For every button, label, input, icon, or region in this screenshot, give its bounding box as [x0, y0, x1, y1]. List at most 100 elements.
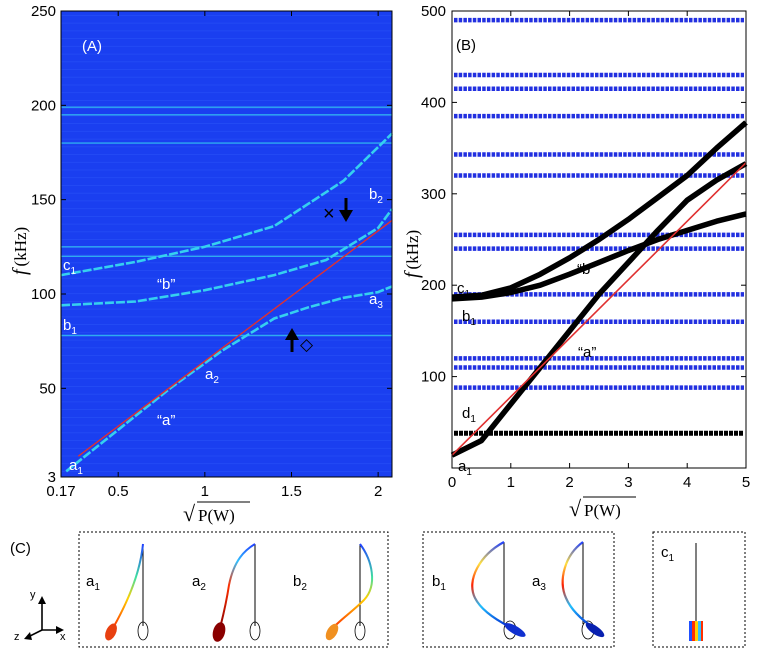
heatmap-noise-stripe — [61, 231, 392, 233]
box1-label-a1: a1 — [86, 573, 100, 593]
panel-a-horizontal-modes — [61, 106, 392, 337]
x-tick-label: 2 — [374, 483, 382, 500]
a-anno-a3: a3 — [369, 291, 383, 311]
heatmap-noise-stripe — [61, 115, 392, 117]
heatmap-noise-stripe — [61, 30, 392, 32]
heatmap-noise-stripe — [61, 277, 392, 279]
y-tick-label: 3 — [48, 469, 56, 486]
heatmap-noise-stripe — [61, 331, 392, 333]
mode-shape-a2 — [212, 543, 261, 642]
y-tick-label: 200 — [31, 97, 56, 114]
axis-z-label: z — [14, 631, 20, 643]
heatmap-noise-stripe — [61, 76, 392, 78]
x-tick-label: 0.17 — [46, 483, 75, 500]
svg-text:√: √ — [183, 501, 196, 526]
mode-box-3 — [652, 531, 746, 648]
panel-b: 100 200 300 400 500 0 1 2 3 4 5 (B) c1 b1 d1 a1 “… — [401, 3, 750, 521]
a-anno-c1: c1 — [63, 257, 77, 277]
panel-c-label: (C) — [10, 540, 31, 557]
heatmap-noise-stripe — [61, 324, 392, 325]
heatmap-noise-stripe — [61, 471, 392, 472]
a-arrow-down — [339, 198, 353, 222]
heatmap-noise-stripe — [61, 22, 392, 24]
heatmap-noise-stripe — [61, 107, 392, 109]
heatmap-noise-stripe — [61, 53, 392, 55]
heatmap-noise-stripe — [61, 424, 392, 426]
mode-shape-c1 — [689, 543, 703, 641]
heatmap-noise-stripe — [61, 254, 392, 256]
axis-y-label: y — [30, 589, 36, 601]
y-tick-label: 100 — [421, 369, 446, 386]
x-tick-label: 2 — [565, 474, 573, 491]
panel-a-x-ticks: 0.17 0.5 1 1.5 2 — [46, 11, 382, 500]
panel-a-heatmap-bg — [61, 11, 392, 477]
a-anno-a1: a1 — [69, 457, 83, 477]
heatmap-noise-stripe — [61, 270, 392, 271]
heatmap-noise-stripe — [61, 154, 392, 155]
x-tick-label: 3 — [624, 474, 632, 491]
box1-label-a2: a2 — [192, 573, 206, 593]
heatmap-noise-stripe — [61, 38, 392, 39]
mode-shape-a1 — [105, 543, 149, 641]
b-anno-a1: a1 — [458, 458, 472, 478]
y-tick-label: 500 — [421, 3, 446, 20]
heatmap-noise-stripe — [61, 355, 392, 356]
heatmap-noise-stripe — [61, 216, 392, 217]
a-anno-quote-a: “a” — [157, 412, 175, 429]
y-tick-label: 100 — [31, 286, 56, 303]
heatmap-noise-stripe — [61, 293, 392, 295]
heatmap-noise-stripe — [61, 138, 392, 140]
panel-a-fit-line — [77, 219, 393, 457]
a-anno-quote-b: “b” — [157, 276, 175, 293]
panel-c: (C) y z x a1 a2 b2 — [10, 531, 746, 648]
panel-b-xlabel: √ P(W) — [569, 496, 636, 521]
heatmap-noise-stripe — [61, 339, 392, 341]
heatmap-noise-stripe — [61, 61, 392, 63]
b-anno-c1: c1 — [457, 280, 471, 300]
heatmap-noise-stripe — [61, 123, 392, 124]
mode-curve-b — [451, 211, 747, 302]
heatmap-series-b — [60, 208, 394, 307]
heatmap-noise-stripe — [61, 393, 392, 395]
heatmap-series-c — [60, 132, 393, 277]
mode-shape-a3 — [561, 541, 605, 640]
x-tick-label: 1 — [507, 474, 515, 491]
y-tick-label: 150 — [31, 192, 56, 209]
panel-a-y-ticks: 3 50 100 150 200 250 — [31, 3, 392, 486]
heatmap-noise-stripe — [61, 130, 392, 132]
heatmap-noise-stripe — [61, 455, 392, 457]
box3-label-c1: c1 — [661, 544, 675, 564]
heatmap-noise-stripe — [61, 308, 392, 310]
b-anno-quote-a: “a” — [578, 344, 596, 361]
panel-b-fit-line — [451, 162, 747, 456]
heatmap-noise-stripe — [61, 447, 392, 449]
mode-shape-b2 — [325, 543, 374, 641]
a-anno-a2: a2 — [205, 366, 219, 386]
a-anno-cross: × — [323, 203, 335, 225]
mode-shape-b1 — [471, 541, 526, 640]
b-anno-b1: b1 — [462, 308, 476, 328]
mode-box-1 — [78, 531, 389, 648]
panel-b-x-ticks: 0 1 2 3 4 5 — [448, 11, 750, 491]
x-tick-label: 5 — [742, 474, 750, 491]
heatmap-noise-stripe — [61, 316, 392, 318]
mode-box-2 — [422, 531, 615, 648]
x-tick-label: 0.5 — [108, 483, 129, 500]
b-anno-quote-b: “b” — [577, 261, 595, 278]
panel-a-ylabel: f(kHz) — [9, 227, 31, 275]
heatmap-noise-stripe — [61, 69, 392, 70]
panel-b-ylabel: f(kHz) — [401, 230, 423, 278]
box2-label-b1: b1 — [432, 573, 446, 593]
a-arrow-up — [285, 328, 299, 352]
heatmap-noise-stripe — [61, 440, 392, 441]
heatmap-noise-stripe — [61, 45, 392, 47]
axis-x-label: x — [60, 631, 66, 643]
y-tick-label: 200 — [421, 277, 446, 294]
svg-text:P(W): P(W) — [584, 501, 621, 520]
mode-curve-a-fundamental- — [450, 161, 748, 458]
heatmap-noise-stripe — [61, 15, 392, 16]
heatmap-noise-stripe — [61, 177, 392, 179]
x-tick-label: 1.5 — [281, 483, 302, 500]
heatmap-series-a-fundamental- — [65, 285, 393, 473]
box1-label-b2: b2 — [293, 573, 307, 593]
